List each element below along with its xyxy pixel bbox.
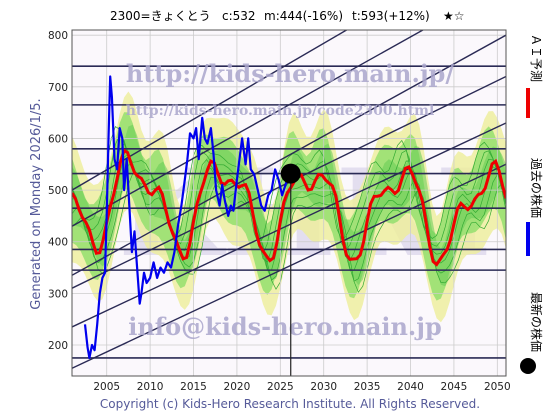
trend-line (72, 163, 506, 369)
x-tick-label: 2045 (441, 381, 468, 393)
legend-latest-swatch (520, 358, 536, 374)
legend-forecast-label: ＡＩ予測 (529, 34, 543, 82)
header-middle: m:444(-16%) (264, 9, 343, 23)
watermark-site: http://kids-hero.main.jp/ (126, 59, 454, 88)
legend-latest-label: 最新の株価 (529, 292, 544, 352)
latest-point (280, 163, 301, 184)
y-tick-label: 700 (48, 82, 68, 94)
y-tick-label: 400 (48, 237, 68, 249)
plot-layer: KHRIhttp://kids-hero.main.jp/http://kids… (72, 30, 506, 376)
generated-date: Generated on Monday 2026/1/5. (29, 98, 44, 309)
copyright: Copyright (c) Kids-Hero Research Institu… (100, 397, 480, 411)
header-target: t:593(+12%) (352, 9, 430, 23)
y-tick-label: 600 (48, 133, 68, 145)
x-tick-label: 2025 (267, 381, 294, 393)
x-tick-label: 2005 (93, 381, 120, 393)
y-tick-label: 800 (48, 30, 68, 42)
x-tick-label: 2050 (484, 381, 511, 393)
forecast-band-core (72, 124, 506, 287)
x-tick-label: 2015 (180, 381, 207, 393)
scenario-line (72, 125, 506, 245)
x-tick-label: 2040 (397, 381, 424, 393)
header-current: c:532 (222, 9, 256, 23)
y-tick-label: 200 (48, 340, 68, 352)
trend-line (72, 122, 506, 328)
x-tick-label: 2010 (137, 381, 164, 393)
header-code-name: 2300=きょくとう (110, 9, 211, 23)
y-tick-label: 300 (48, 288, 68, 300)
legend-past-label: 過去の株価 (529, 158, 544, 218)
price-line (83, 75, 291, 359)
forecast-line (72, 148, 506, 267)
watermark-mail: info@kids-hero.main.jp (128, 312, 442, 341)
x-tick-label: 2030 (310, 381, 337, 393)
x-tick-label: 2020 (224, 381, 251, 393)
watermark-page: http://kids-hero.main.jp/code2300.html (126, 103, 435, 119)
plot-frame (71, 29, 507, 377)
x-tick-label: 2035 (354, 381, 381, 393)
trend-line (72, 30, 348, 191)
trend-line (72, 34, 506, 276)
y-tick-label: 500 (48, 185, 68, 197)
header-stars: ★☆ (443, 9, 465, 23)
